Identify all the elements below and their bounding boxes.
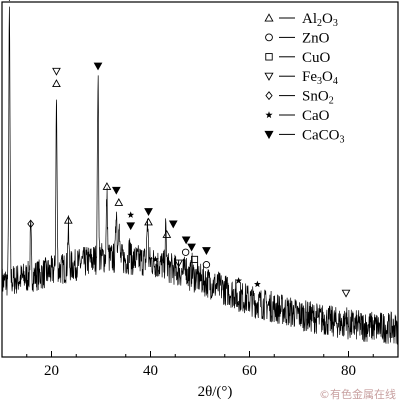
legend-label: ZnO (302, 30, 330, 46)
legend-label: Al2O3 (302, 11, 338, 29)
xrd-series-line (1, 6, 399, 345)
peak-marker-triangle-down-filled (126, 222, 136, 231)
legend-label-part: CaO (302, 108, 330, 124)
plot-border (1, 1, 399, 358)
legend-symbol-triangle-down-filled (264, 130, 274, 140)
peak-marker-triangle-down-open (52, 67, 61, 76)
legend-label-part: 4 (333, 76, 338, 87)
peak-marker-triangle-up-open (144, 217, 153, 226)
legend-symbol-square-open (265, 53, 273, 61)
x-axis-title: 2θ/(°) (198, 384, 233, 400)
peak-marker-circle-open (181, 248, 190, 256)
peak-marker-triangle-down-filled (93, 62, 103, 71)
legend-symbol-triangle-down-open (264, 72, 274, 81)
legend-label-part: SnO (302, 89, 329, 105)
peak-marker-triangle-up-open (52, 79, 61, 87)
legend-symbol-diamond-open (265, 91, 273, 101)
legend-label-part: Al (302, 11, 317, 27)
legend-symbol-triangle-up-open (264, 13, 274, 22)
plot-frame (1, 1, 399, 358)
peak-marker-triangle-up-open (114, 198, 124, 206)
peak-marker-square-open (191, 255, 199, 263)
x-axis: 20 40 60 80 (26, 351, 374, 379)
peak-marker-triangle-down-open (174, 259, 184, 268)
legend-label-part: Fe (302, 69, 317, 85)
legend-label: Fe3O4 (302, 69, 338, 87)
legend-label-part: 3 (317, 76, 322, 87)
x-tick-label: 60 (242, 363, 257, 379)
peak-marker-triangle-up-open (102, 182, 112, 190)
legend-label-part: O (322, 11, 333, 27)
x-tick-label: 40 (143, 363, 158, 379)
peak-marker-star (235, 277, 242, 284)
legend-label: SnO2 (302, 89, 334, 107)
legend-label-part: ZnO (302, 30, 330, 46)
legend-label-part: 3 (340, 134, 345, 145)
legend-label: CuO (302, 50, 331, 66)
legend-label-part: CuO (302, 50, 331, 66)
peak-marker-triangle-down-filled (111, 186, 121, 195)
peak-marker-diamond-open (27, 219, 35, 229)
peak-marker-star (152, 255, 159, 263)
legend-label: CaCO3 (302, 127, 345, 145)
legend-symbol-star (265, 111, 273, 119)
peak-marker-triangle-up-open (162, 229, 172, 238)
x-tick-label: 80 (341, 363, 356, 379)
peak-marker-triangle-down-filled (181, 236, 191, 245)
peak-marker-star (254, 280, 261, 288)
peak-marker-triangle-down-filled (168, 220, 178, 229)
xrd-trace (1, 6, 399, 345)
peak-marker-triangle-down-filled (144, 208, 153, 216)
x-tick-label: 20 (44, 363, 59, 379)
peak-marker-star (127, 211, 135, 218)
legend-label-part: CaCO (302, 127, 340, 143)
peak-marker-circle-open (202, 261, 211, 269)
legend-label: CaO (302, 108, 330, 124)
peak-marker-triangle-down-filled (187, 243, 196, 252)
legend-label-part: 2 (329, 96, 334, 107)
legend-label-part: 2 (317, 18, 322, 29)
peak-marker-triangle-down-filled (202, 247, 211, 256)
peak-marker-triangle-up-open (63, 215, 73, 224)
legend-label-part: O (322, 69, 333, 85)
legend-symbol-circle-open (265, 33, 273, 42)
peak-marker-triangle-down-open (341, 289, 351, 298)
peak-markers (8, 0, 351, 298)
legend-label-part: 3 (333, 18, 338, 29)
watermark: ©有色金属在线 (319, 388, 396, 401)
